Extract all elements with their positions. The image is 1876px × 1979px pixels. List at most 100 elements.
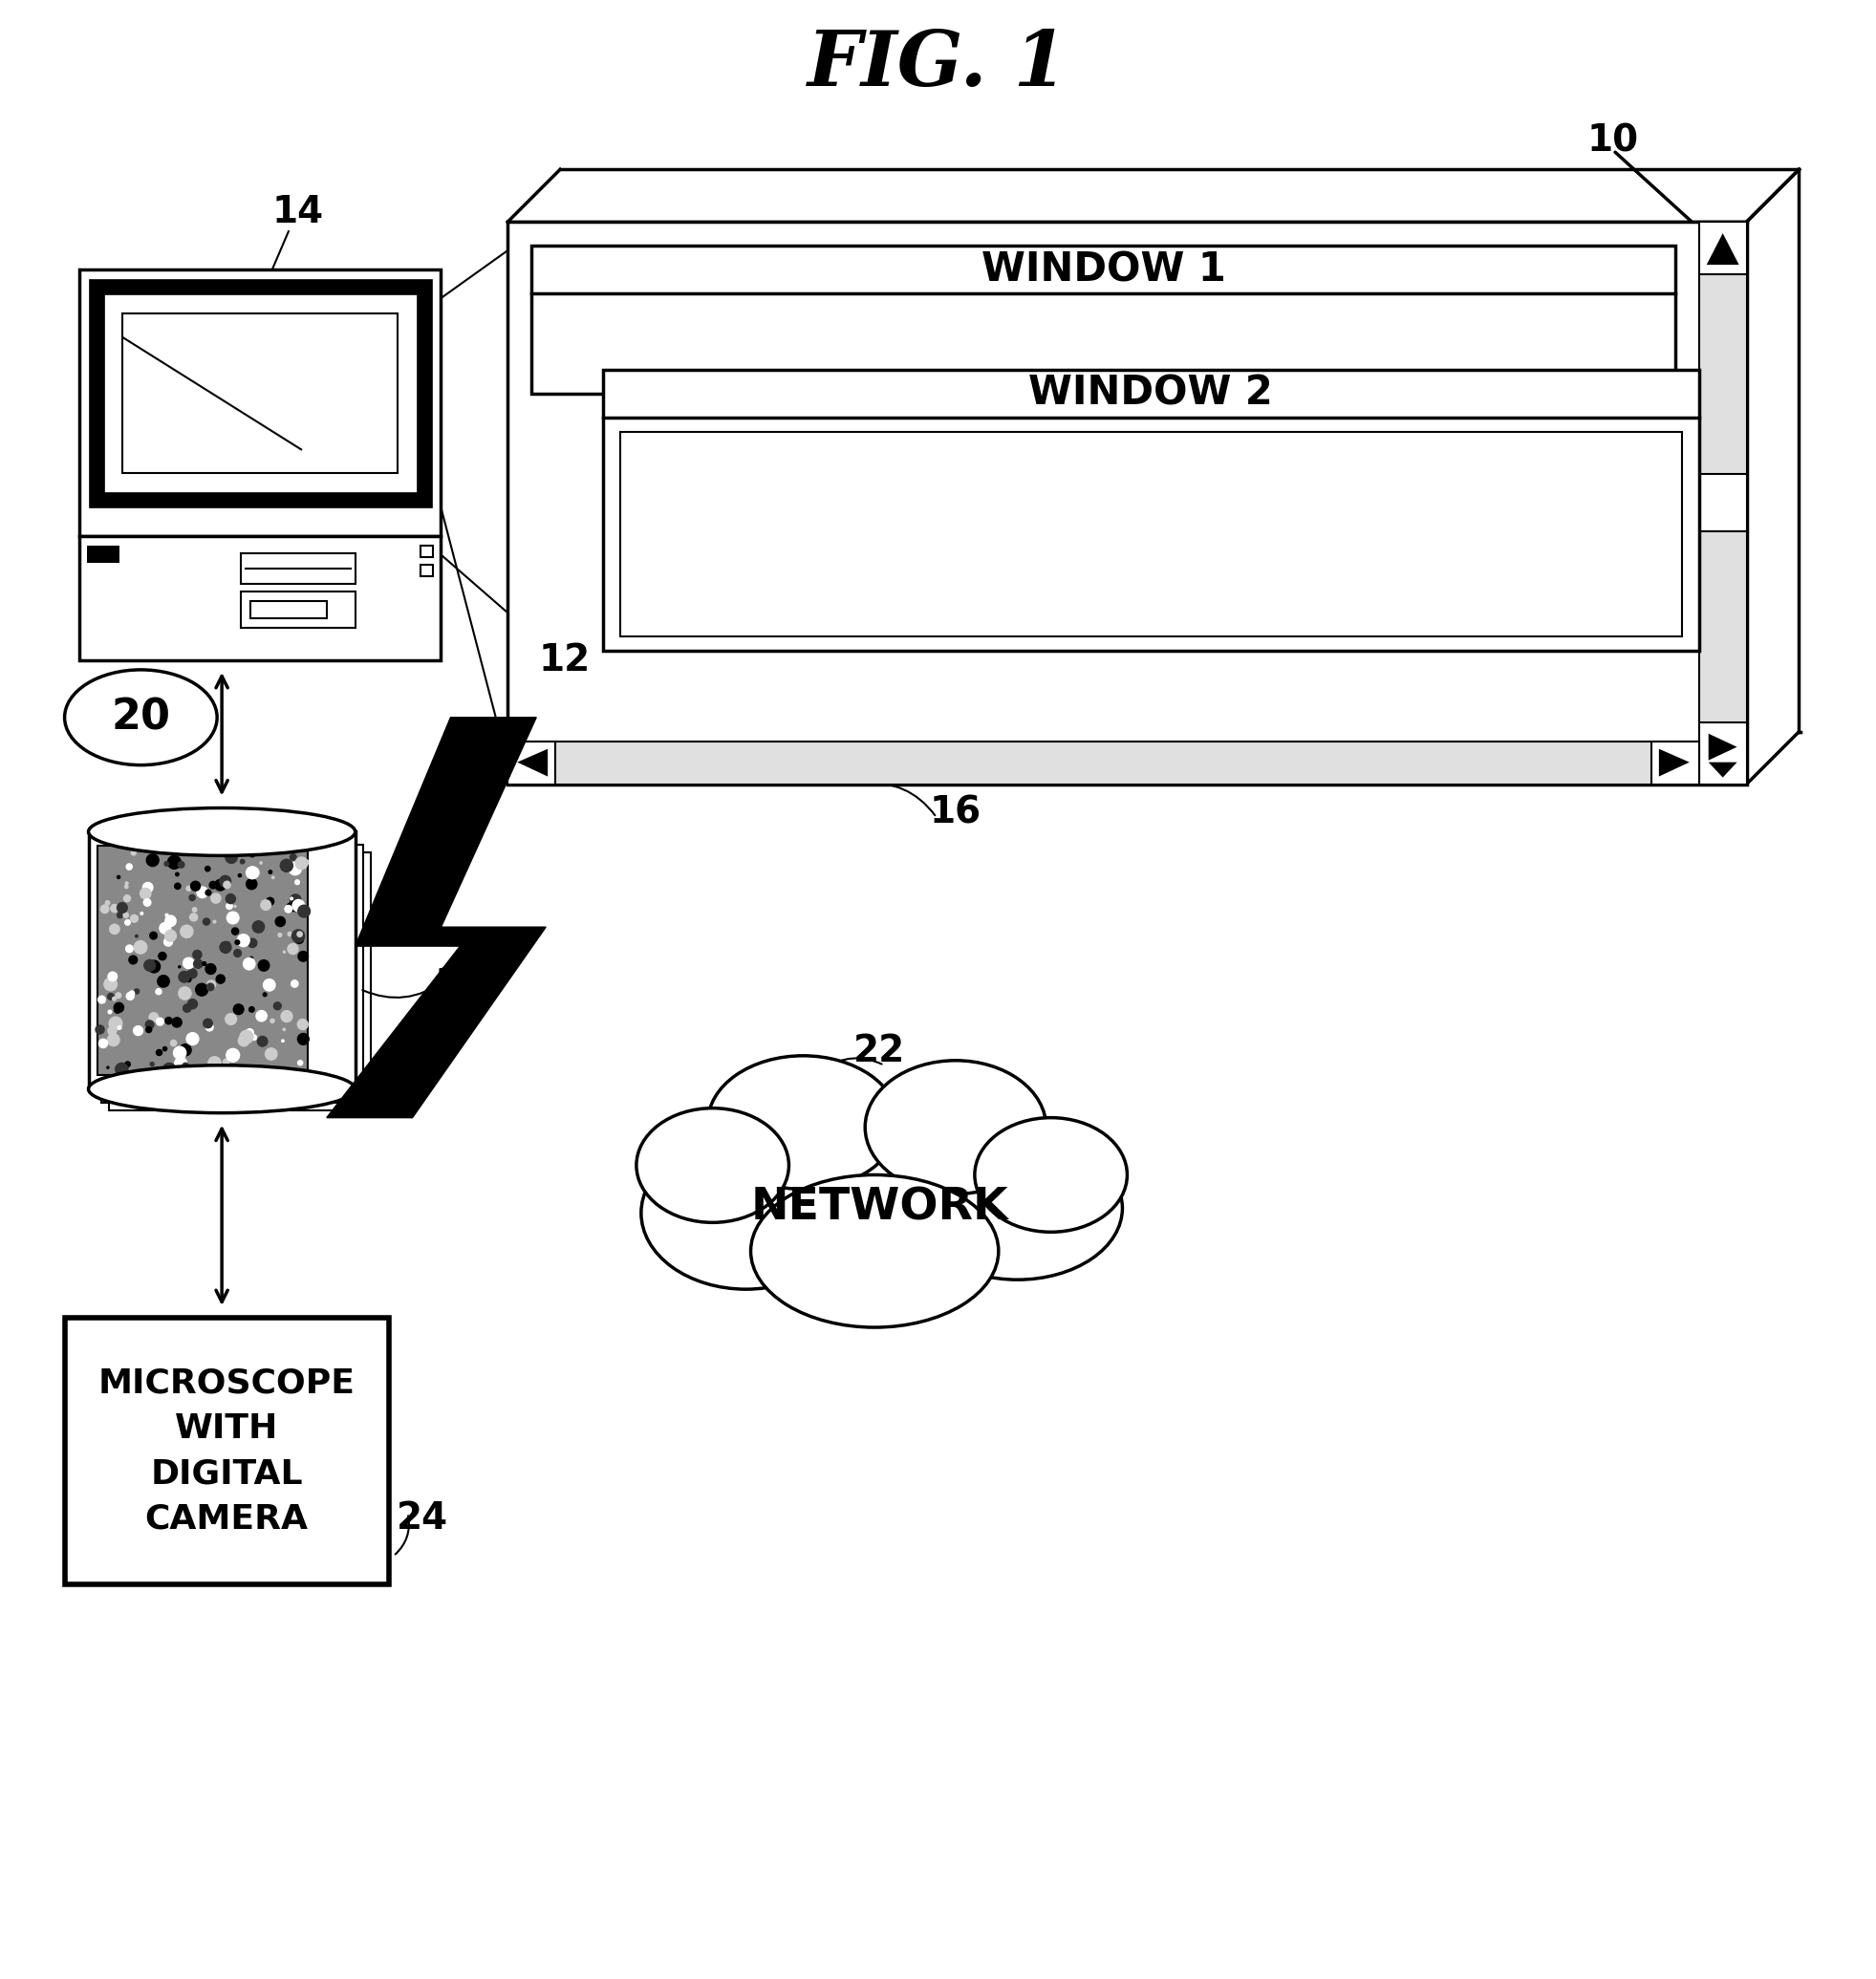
Circle shape <box>219 875 231 887</box>
Bar <box>250 602 326 617</box>
Circle shape <box>159 922 171 934</box>
Circle shape <box>281 1011 293 1021</box>
Circle shape <box>126 1061 129 1067</box>
Circle shape <box>206 1023 214 1031</box>
Circle shape <box>171 1041 176 1047</box>
Bar <box>1651 742 1700 784</box>
Circle shape <box>165 1017 173 1025</box>
Circle shape <box>188 970 197 978</box>
Circle shape <box>180 926 193 938</box>
Circle shape <box>141 889 150 898</box>
Circle shape <box>116 993 122 997</box>
Circle shape <box>105 900 109 904</box>
Circle shape <box>163 1047 167 1051</box>
Circle shape <box>227 1049 240 1063</box>
Circle shape <box>266 898 274 904</box>
Ellipse shape <box>88 807 355 855</box>
Circle shape <box>107 1067 109 1069</box>
Circle shape <box>263 993 266 995</box>
Text: 14: 14 <box>272 194 325 230</box>
Ellipse shape <box>707 1055 899 1189</box>
Circle shape <box>225 1013 236 1025</box>
Circle shape <box>223 1059 229 1065</box>
Circle shape <box>233 1003 244 1015</box>
Bar <box>240 592 355 627</box>
Bar <box>240 554 355 584</box>
Text: FIG. 1: FIG. 1 <box>807 28 1067 101</box>
Circle shape <box>265 1049 278 1061</box>
Bar <box>508 742 1700 784</box>
Circle shape <box>214 920 216 922</box>
Bar <box>88 831 355 1088</box>
Circle shape <box>210 881 216 889</box>
Text: 24: 24 <box>396 1500 448 1536</box>
Circle shape <box>238 1035 250 1047</box>
Bar <box>420 546 433 558</box>
Circle shape <box>124 912 128 918</box>
Circle shape <box>244 958 255 970</box>
Circle shape <box>257 1037 268 1047</box>
Polygon shape <box>1658 748 1690 776</box>
Bar <box>96 287 424 501</box>
Circle shape <box>180 1045 191 1057</box>
Circle shape <box>261 861 263 865</box>
Circle shape <box>283 952 285 954</box>
Circle shape <box>126 883 128 885</box>
Circle shape <box>281 1039 283 1043</box>
Polygon shape <box>326 718 546 1118</box>
Circle shape <box>295 857 308 869</box>
Bar <box>621 431 1681 637</box>
Circle shape <box>174 1049 180 1053</box>
Circle shape <box>223 881 231 889</box>
Circle shape <box>143 883 152 893</box>
Circle shape <box>302 859 308 865</box>
Circle shape <box>274 1001 281 1009</box>
Circle shape <box>101 904 109 912</box>
Bar <box>79 269 441 536</box>
Circle shape <box>178 972 189 982</box>
Bar <box>86 546 120 564</box>
Circle shape <box>287 932 293 936</box>
Circle shape <box>148 1013 158 1021</box>
Circle shape <box>238 875 242 877</box>
Circle shape <box>276 916 285 926</box>
Circle shape <box>186 978 191 982</box>
Text: 20: 20 <box>111 697 171 738</box>
Circle shape <box>240 859 244 863</box>
Bar <box>531 245 1675 394</box>
Ellipse shape <box>914 1136 1122 1280</box>
Circle shape <box>203 962 206 966</box>
Circle shape <box>246 879 257 889</box>
Bar <box>602 370 1700 651</box>
Circle shape <box>206 984 214 991</box>
Circle shape <box>103 978 116 991</box>
Circle shape <box>250 956 253 960</box>
Circle shape <box>291 980 298 988</box>
Circle shape <box>233 928 238 934</box>
Circle shape <box>298 1033 310 1045</box>
Circle shape <box>163 938 173 946</box>
Circle shape <box>195 984 208 995</box>
Circle shape <box>141 912 143 914</box>
Bar <box>420 564 433 576</box>
Circle shape <box>206 891 210 895</box>
Circle shape <box>208 1057 221 1069</box>
Circle shape <box>206 980 216 990</box>
Circle shape <box>118 1025 122 1029</box>
Circle shape <box>193 950 201 960</box>
Circle shape <box>295 934 304 944</box>
Polygon shape <box>518 748 548 776</box>
Circle shape <box>250 851 255 857</box>
Circle shape <box>111 904 118 912</box>
Circle shape <box>186 1033 199 1045</box>
Circle shape <box>251 1035 257 1041</box>
Bar <box>508 222 1747 784</box>
Circle shape <box>204 867 210 871</box>
Circle shape <box>206 964 216 974</box>
Circle shape <box>227 902 233 908</box>
Ellipse shape <box>64 669 218 766</box>
Circle shape <box>298 1061 302 1065</box>
Polygon shape <box>1709 734 1737 760</box>
Text: 12: 12 <box>538 641 591 679</box>
Circle shape <box>295 938 298 940</box>
